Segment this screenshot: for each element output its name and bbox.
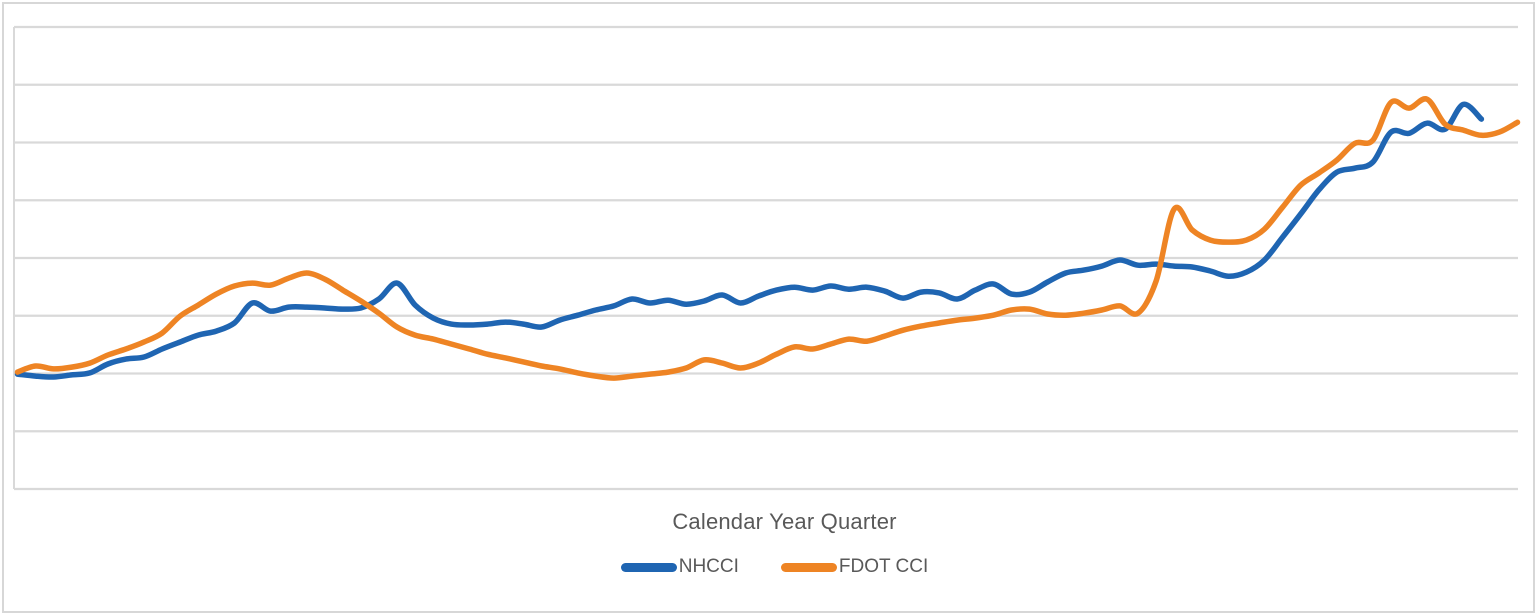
legend-item-nhcci: NHCCI (620, 556, 739, 578)
series-line-fdot-cci (14, 96, 1521, 381)
series-line-nhcci (14, 101, 1485, 380)
x-axis-title: Calendar Year Quarter (672, 509, 897, 534)
legend-label-fdot-cci: FDOT CCI (838, 556, 929, 577)
line-chart-plot-area (13, 25, 1521, 491)
fdot-cci-line-swatch-icon (780, 562, 837, 572)
legend: NHCCI FDOT CCI (10, 556, 1533, 578)
legend-label-nhcci: NHCCI (678, 556, 739, 577)
nhcci-line-swatch-icon (620, 562, 677, 572)
legend-item-fdot-cci: FDOT CCI (780, 556, 929, 578)
